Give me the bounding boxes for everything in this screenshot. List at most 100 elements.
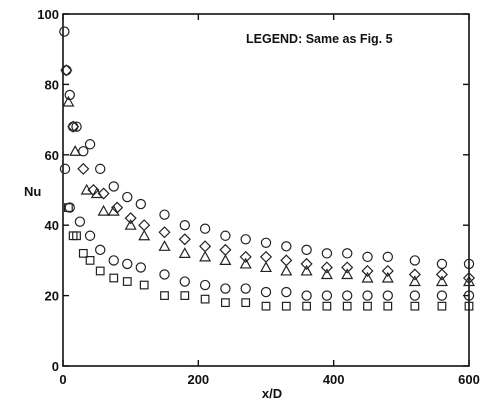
x-tick-label: 400: [323, 372, 345, 387]
square-point: [383, 301, 393, 311]
square-point: [109, 273, 119, 283]
circle-point: [95, 163, 106, 175]
diamond-point: [300, 257, 313, 270]
circle-point: [122, 258, 133, 270]
circle-point: [59, 26, 70, 37]
triangle-point: [381, 271, 394, 283]
diamond-point: [138, 219, 151, 232]
circle-point: [321, 290, 333, 301]
circle-point: [199, 279, 211, 291]
square-point: [200, 294, 210, 304]
triangle-point: [219, 254, 232, 265]
diamond-point: [158, 226, 171, 239]
triangle-point: [199, 250, 212, 262]
diamond-point: [435, 268, 448, 281]
square-point: [64, 203, 73, 213]
circle-point: [78, 146, 89, 157]
axis-ticks: [62, 13, 470, 367]
diamond-point: [408, 268, 421, 281]
square-point: [302, 301, 311, 311]
square-point: [410, 301, 420, 311]
triangle-point: [158, 240, 171, 251]
triangle-point: [259, 261, 273, 273]
circle-point: [382, 251, 393, 263]
square-point: [180, 291, 190, 300]
circle-point: [436, 290, 448, 301]
diamond-point: [341, 261, 354, 274]
triangle-point: [462, 275, 476, 287]
tick-labels: 0 20 40 60 80 100 0 200 400 600: [37, 7, 480, 387]
triangle-point: [90, 187, 103, 199]
diamond-point: [124, 212, 137, 225]
square-point: [342, 301, 352, 311]
data-points: [59, 26, 476, 311]
square-point: [85, 256, 95, 265]
square-point: [322, 301, 332, 311]
circle-point: [436, 258, 448, 270]
square-point: [139, 280, 149, 290]
triangle-point: [62, 95, 75, 107]
circle-point: [71, 121, 82, 132]
circle-point: [84, 230, 96, 241]
diamond-point: [239, 250, 252, 263]
diamond-point: [199, 240, 212, 253]
diamond-point: [178, 233, 191, 246]
diamond-point: [97, 187, 110, 200]
circle-point: [108, 181, 119, 192]
circle-point: [342, 248, 353, 259]
circle-point: [159, 209, 170, 220]
triangle-point: [408, 275, 421, 287]
diamond-point: [67, 120, 80, 133]
square-point: [437, 301, 447, 311]
circle-point: [409, 290, 421, 301]
circle-point: [179, 276, 190, 287]
circle-point: [362, 251, 373, 263]
circle-point: [463, 258, 475, 270]
diamond-point: [320, 261, 333, 274]
circle-point: [240, 283, 251, 294]
triangle-point: [80, 183, 93, 195]
square-point: [261, 301, 271, 311]
y-tick-label: 60: [45, 148, 59, 163]
circle-point: [240, 234, 251, 245]
square-point: [221, 298, 230, 308]
circle-point: [74, 216, 86, 227]
triangle-point: [239, 257, 252, 269]
circle-point: [463, 290, 475, 301]
square-point: [241, 298, 251, 308]
diamond-point: [60, 64, 73, 77]
circle-point: [382, 290, 393, 301]
square-point: [160, 291, 169, 300]
y-tick-label: 20: [45, 289, 59, 304]
square-point: [281, 301, 291, 311]
triangle-point: [435, 275, 448, 287]
diamond-point: [381, 264, 394, 278]
triangle-point: [178, 247, 191, 258]
circle-point: [64, 89, 75, 101]
x-tick-label: 0: [59, 372, 66, 387]
square-point: [78, 248, 88, 258]
circle-point: [122, 191, 133, 203]
square-point: [363, 301, 372, 311]
circle-point: [301, 290, 312, 301]
square-point: [464, 301, 474, 311]
square-point: [72, 231, 81, 241]
circle-point: [301, 244, 312, 256]
circle-point: [95, 244, 106, 256]
x-tick-label: 200: [187, 372, 209, 387]
circle-point: [59, 163, 71, 175]
circle-point: [159, 269, 170, 280]
y-axis-title: Nu: [24, 184, 41, 199]
circle-point: [220, 230, 231, 241]
circle-point: [220, 283, 231, 294]
circle-point: [321, 248, 333, 259]
circle-point: [135, 262, 147, 273]
y-tick-label: 80: [45, 77, 59, 92]
diamond-point: [77, 162, 90, 175]
circle-point: [260, 286, 272, 298]
y-tick-label: 0: [52, 359, 59, 374]
circle-point: [342, 290, 353, 301]
plot-frame: [62, 13, 470, 367]
triangle-point: [361, 271, 374, 283]
